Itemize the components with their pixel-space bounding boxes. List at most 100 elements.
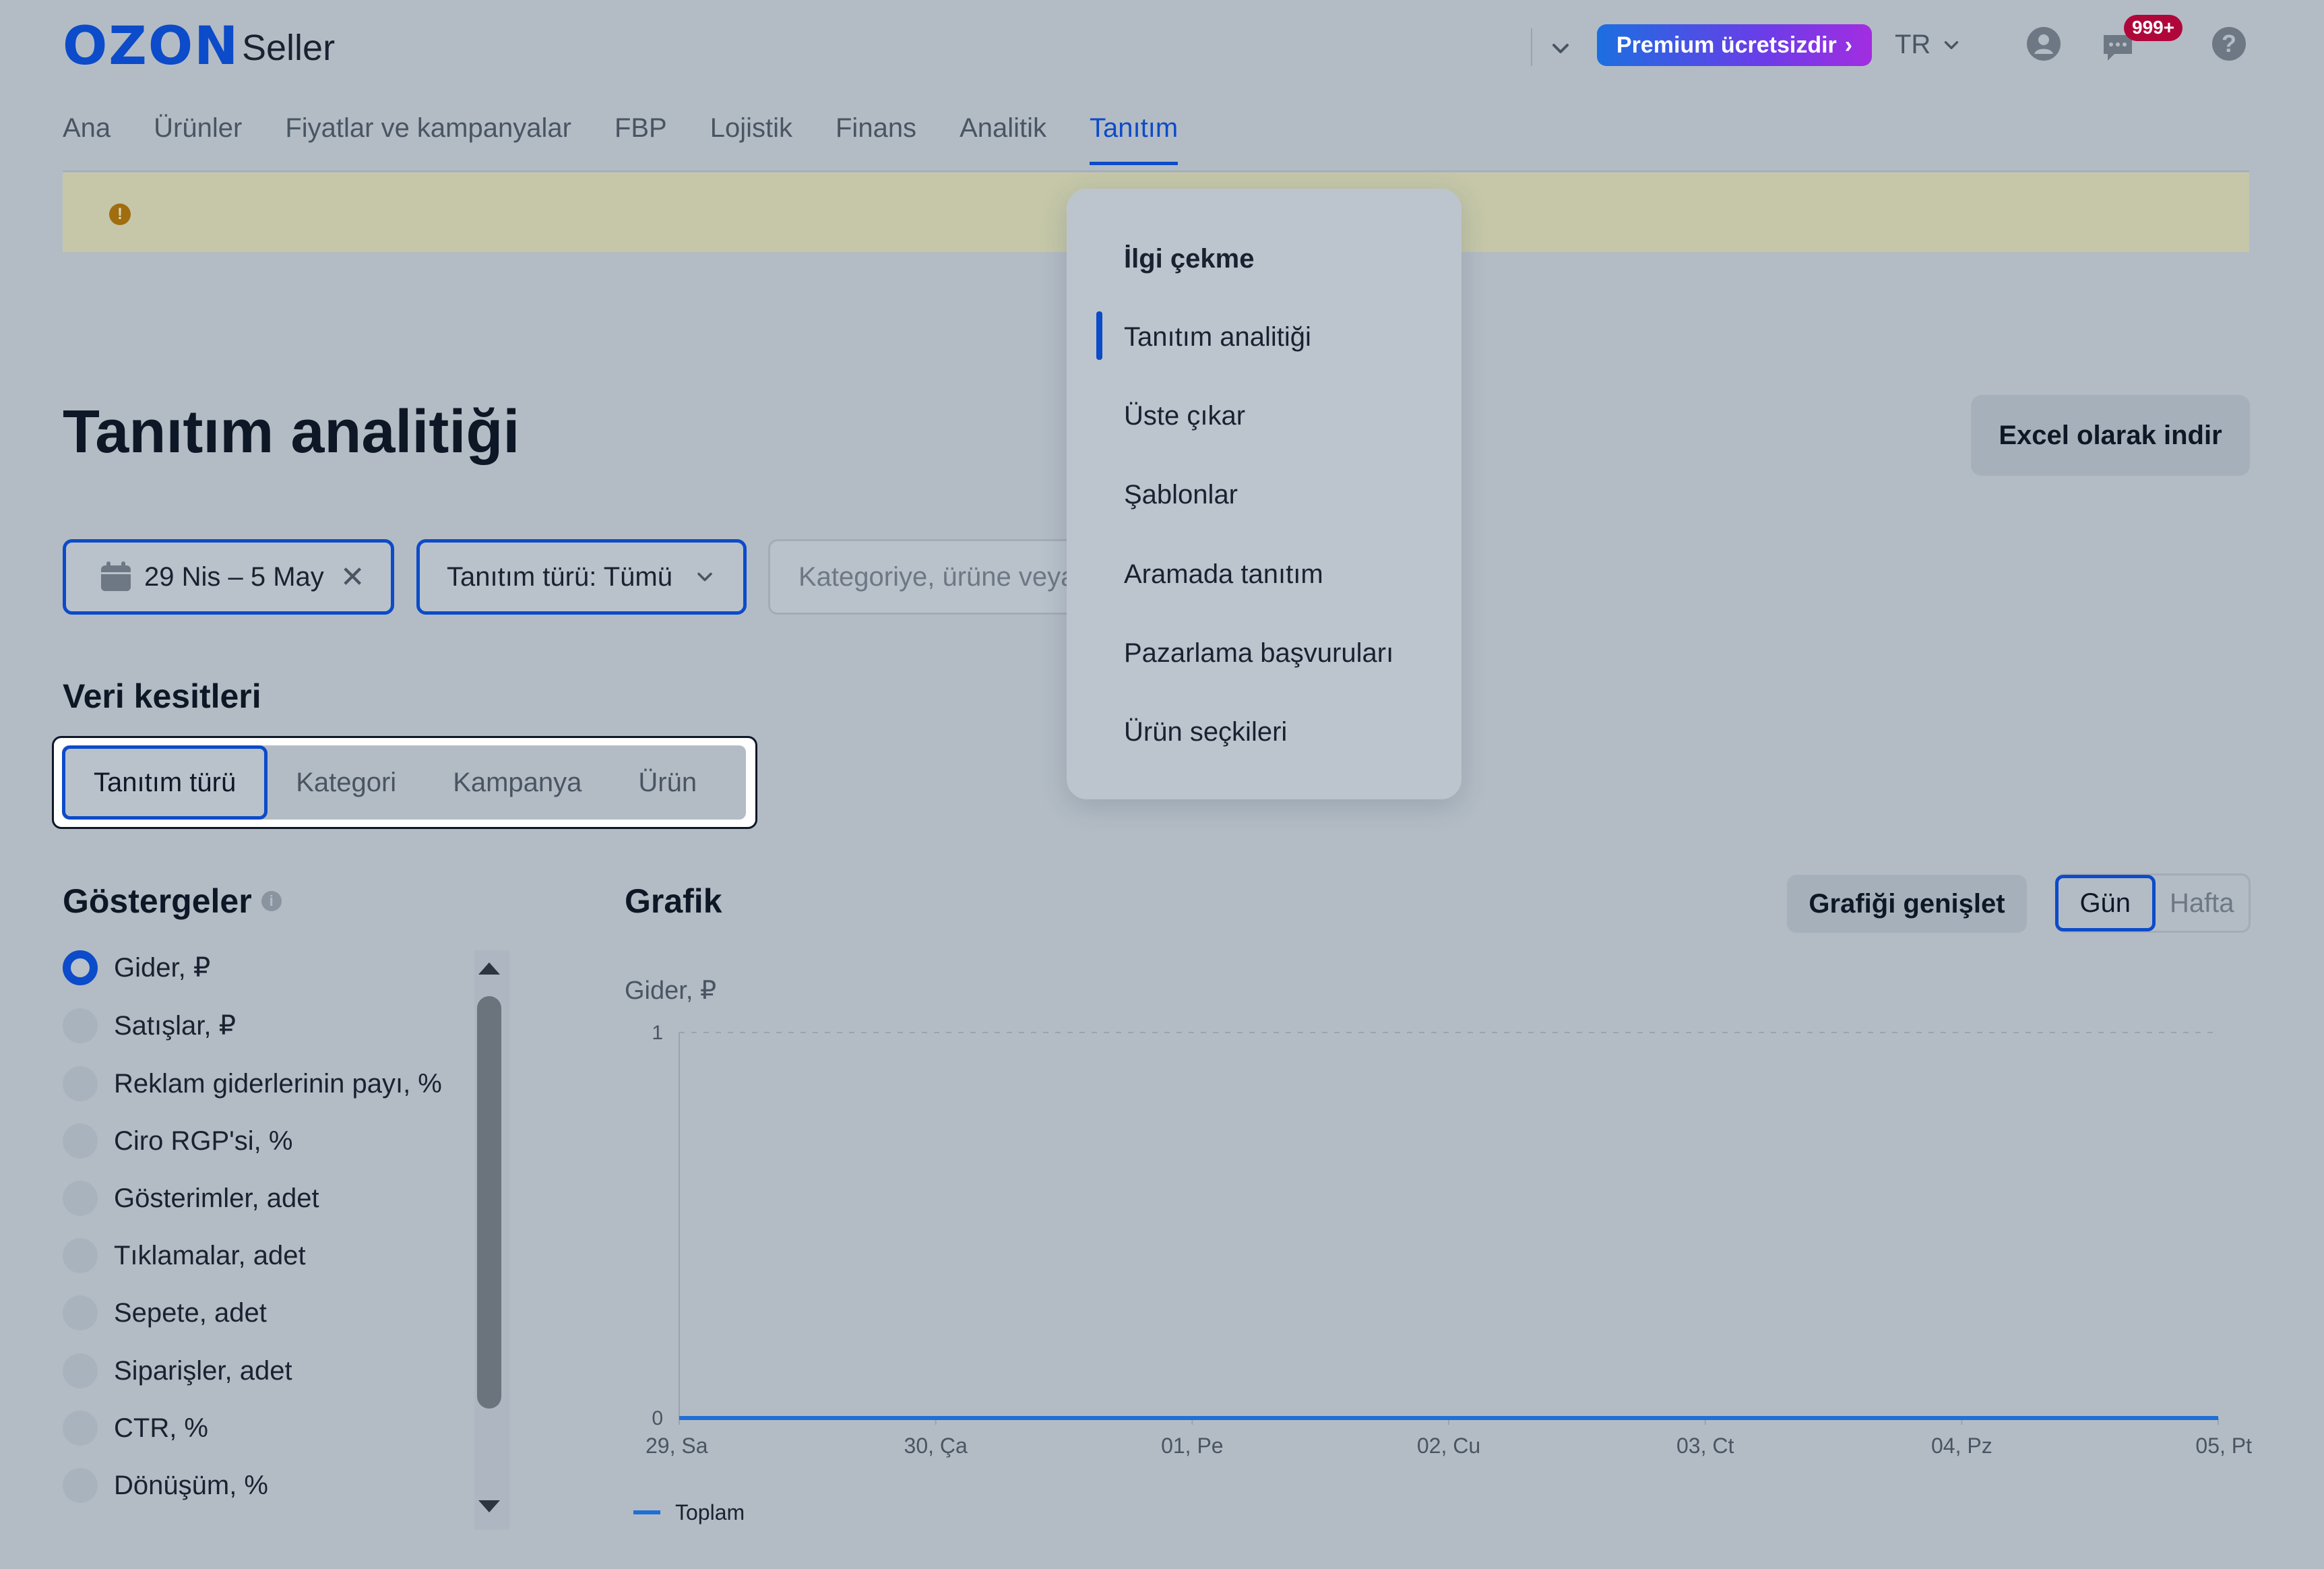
y-tick-label: 0	[652, 1407, 663, 1429]
excel-download-button[interactable]: Excel olarak indir	[1971, 395, 2250, 476]
info-icon[interactable]: i	[261, 891, 282, 911]
chevron-right-icon: ›	[1844, 32, 1853, 58]
ozon-logo[interactable]: OZON	[63, 16, 240, 77]
slice-tab-kategori[interactable]: Kategori	[296, 767, 397, 797]
active-item-indicator	[1096, 311, 1102, 360]
nav-item-lojistik[interactable]: Lojistik	[710, 113, 792, 143]
premium-button[interactable]: Premium ücretsizdir ›	[1597, 24, 1872, 66]
metric-label: Reklam giderlerinin payı, %	[114, 1069, 442, 1099]
category-search-input[interactable]: Kategoriye, ürüne veya	[768, 539, 1092, 615]
radio-selected[interactable]	[63, 950, 98, 985]
metric-label: Satışlar, ₽	[114, 1011, 237, 1041]
radio[interactable]	[63, 1411, 98, 1446]
language-label: TR	[1895, 30, 1931, 59]
radio[interactable]	[63, 1181, 98, 1216]
menu-item-uste-cikar[interactable]: Üste çıkar	[1124, 401, 1246, 431]
y-tick-label: 1	[652, 1022, 663, 1044]
menu-item-aramada-tanitim[interactable]: Aramada tanıtım	[1124, 559, 1323, 589]
x-tick-label: 05, Pt	[2195, 1434, 2252, 1458]
period-week[interactable]: Hafta	[2169, 888, 2234, 918]
x-tick-label: 30, Ça	[904, 1434, 968, 1458]
radio[interactable]	[63, 1353, 98, 1388]
metric-option[interactable]: Reklam giderlerinin payı, %	[63, 1066, 442, 1101]
metric-option[interactable]: Gider, ₽	[63, 950, 210, 985]
nav-item-tanitim[interactable]: Tanıtım	[1090, 115, 1179, 165]
chat-icon[interactable]	[2100, 30, 2136, 66]
main-nav: Ana Ürünler Fiyatlar ve kampanyalar FBP …	[63, 115, 1221, 165]
x-tick-label: 02, Cu	[1417, 1434, 1480, 1458]
date-range-filter[interactable]: 29 Nis – 5 May ✕	[63, 539, 394, 615]
x-tick-label: 04, Pz	[1931, 1434, 1992, 1458]
promo-type-select[interactable]: Tanıtım türü: Tümü	[416, 539, 747, 615]
notification-badge: 999+	[2124, 15, 2183, 41]
chevron-down-icon	[1945, 40, 1959, 49]
slices-title: Veri kesitleri	[63, 677, 261, 715]
header-divider	[1531, 28, 1532, 66]
chevron-down-icon[interactable]	[1547, 35, 1574, 62]
metric-option[interactable]: Ciro RGP'si, %	[63, 1124, 292, 1159]
y-axis-label: Gider, ₽	[625, 977, 716, 1005]
nav-item-urunler[interactable]: Ürünler	[154, 113, 243, 143]
user-profile-icon[interactable]	[2025, 26, 2062, 62]
help-icon[interactable]: ?	[2212, 27, 2246, 61]
nav-item-fbp[interactable]: FBP	[614, 113, 667, 143]
warning-icon: !	[109, 204, 131, 225]
scroll-down-icon[interactable]	[476, 1498, 503, 1515]
menu-item-ilgi-cekme[interactable]: İlgi çekme	[1124, 244, 1255, 274]
metric-option[interactable]: Tıklamalar, adet	[63, 1238, 306, 1273]
metric-label: CTR, %	[114, 1413, 208, 1443]
radio[interactable]	[63, 1295, 98, 1330]
metric-option[interactable]: Sepete, adet	[63, 1295, 267, 1330]
menu-item-tanitim-analitigi[interactable]: Tanıtım analitiği	[1124, 322, 1311, 352]
metric-label: Ciro RGP'si, %	[114, 1126, 293, 1156]
metric-label: Tıklamalar, adet	[114, 1241, 306, 1270]
chart-title: Grafik	[625, 882, 722, 920]
metric-option[interactable]: Siparişler, adet	[63, 1353, 292, 1388]
page-title: Tanıtım analitiği	[63, 398, 520, 466]
x-tick-label: 29, Sa	[646, 1434, 708, 1458]
metrics-header: Göstergeler i	[63, 884, 282, 918]
expand-chart-button[interactable]: Grafiği genişlet	[1787, 875, 2027, 933]
radio[interactable]	[63, 1008, 98, 1043]
clear-date-icon[interactable]: ✕	[340, 560, 365, 594]
slice-tab-urun[interactable]: Ürün	[638, 767, 697, 797]
radio[interactable]	[63, 1468, 98, 1503]
radio[interactable]	[63, 1066, 98, 1101]
slice-tab-kampanya[interactable]: Kampanya	[453, 767, 582, 797]
nav-item-ana[interactable]: Ana	[63, 113, 111, 143]
nav-item-analitik[interactable]: Analitik	[960, 113, 1047, 143]
promo-type-value: Tanıtım türü: Tümü	[447, 561, 672, 592]
metric-label: Gösterimler, adet	[114, 1183, 319, 1213]
metric-option[interactable]: CTR, %	[63, 1411, 208, 1446]
nav-divider	[63, 171, 2249, 172]
chevron-down-icon	[697, 572, 712, 582]
seller-logo-text: Seller	[242, 28, 336, 68]
slices-segmented-control: Tanıtım türü Kategori Kampanya Ürün	[62, 745, 746, 820]
metrics-title: Göstergeler	[63, 882, 252, 920]
radio[interactable]	[63, 1238, 98, 1273]
menu-item-urun-seckileri[interactable]: Ürün seçkileri	[1124, 717, 1288, 747]
period-day[interactable]: Gün	[2055, 875, 2156, 931]
x-tick-label: 01, Pe	[1161, 1434, 1224, 1458]
metric-option[interactable]: Satışlar, ₽	[63, 1008, 236, 1043]
metric-label: Dönüşüm, %	[114, 1471, 268, 1500]
line-chart: Gider, ₽ 0 1 29, Sa 30, Ça 01, Pe 02, Cu 03, C…	[625, 977, 2252, 1525]
nav-item-finans[interactable]: Finans	[836, 113, 917, 143]
date-range-value: 29 Nis – 5 May	[144, 561, 324, 592]
metric-label: Gider, ₽	[114, 953, 211, 983]
period-toggle: Gün Hafta	[2055, 873, 2251, 933]
nav-item-fiyatlar[interactable]: Fiyatlar ve kampanyalar	[285, 113, 571, 143]
metric-option[interactable]: Gösterimler, adet	[63, 1181, 319, 1216]
language-selector[interactable]: TR	[1895, 30, 1963, 60]
slice-tab-tanitim-turu[interactable]: Tanıtım türü	[62, 745, 268, 820]
legend-label: Toplam	[675, 1500, 745, 1525]
menu-item-pazarlama-basvurulari[interactable]: Pazarlama başvuruları	[1124, 638, 1394, 668]
metric-label: Sepete, adet	[114, 1298, 267, 1328]
menu-item-sablonlar[interactable]: Şablonlar	[1124, 480, 1238, 510]
metric-option[interactable]: Dönüşüm, %	[63, 1468, 268, 1503]
metric-label: Siparişler, adet	[114, 1356, 292, 1386]
scroll-up-icon[interactable]	[476, 960, 503, 977]
scrollbar-thumb[interactable]	[477, 996, 501, 1409]
radio[interactable]	[63, 1124, 98, 1159]
calendar-icon	[101, 561, 131, 591]
